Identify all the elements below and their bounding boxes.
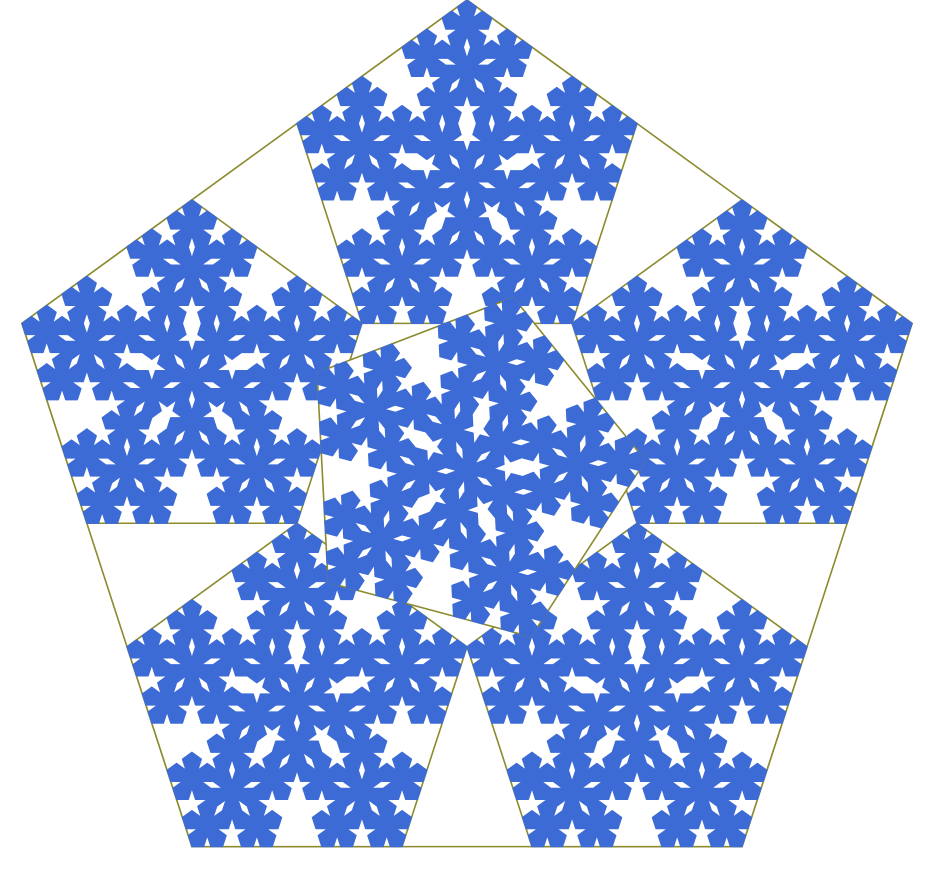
sub-pentagon-center: [316, 296, 647, 638]
sub-pentagon-3-fractal-fill: [466, 522, 808, 848]
sub-pentagon-group: [20, 0, 914, 848]
sub-pentagon-1-fractal-fill: [296, 0, 638, 324]
sub-pentagon-4-fractal-fill: [126, 522, 468, 848]
sub-pentagon-center-fractal-fill: [316, 296, 647, 638]
sub-pentagon-5: [20, 198, 363, 525]
sub-pentagon-5-fractal-fill: [21, 199, 363, 524]
sub-pentagon-4: [126, 522, 468, 848]
sub-pentagon-2-fractal-fill: [571, 199, 913, 524]
sub-pentagon-2: [571, 198, 914, 525]
